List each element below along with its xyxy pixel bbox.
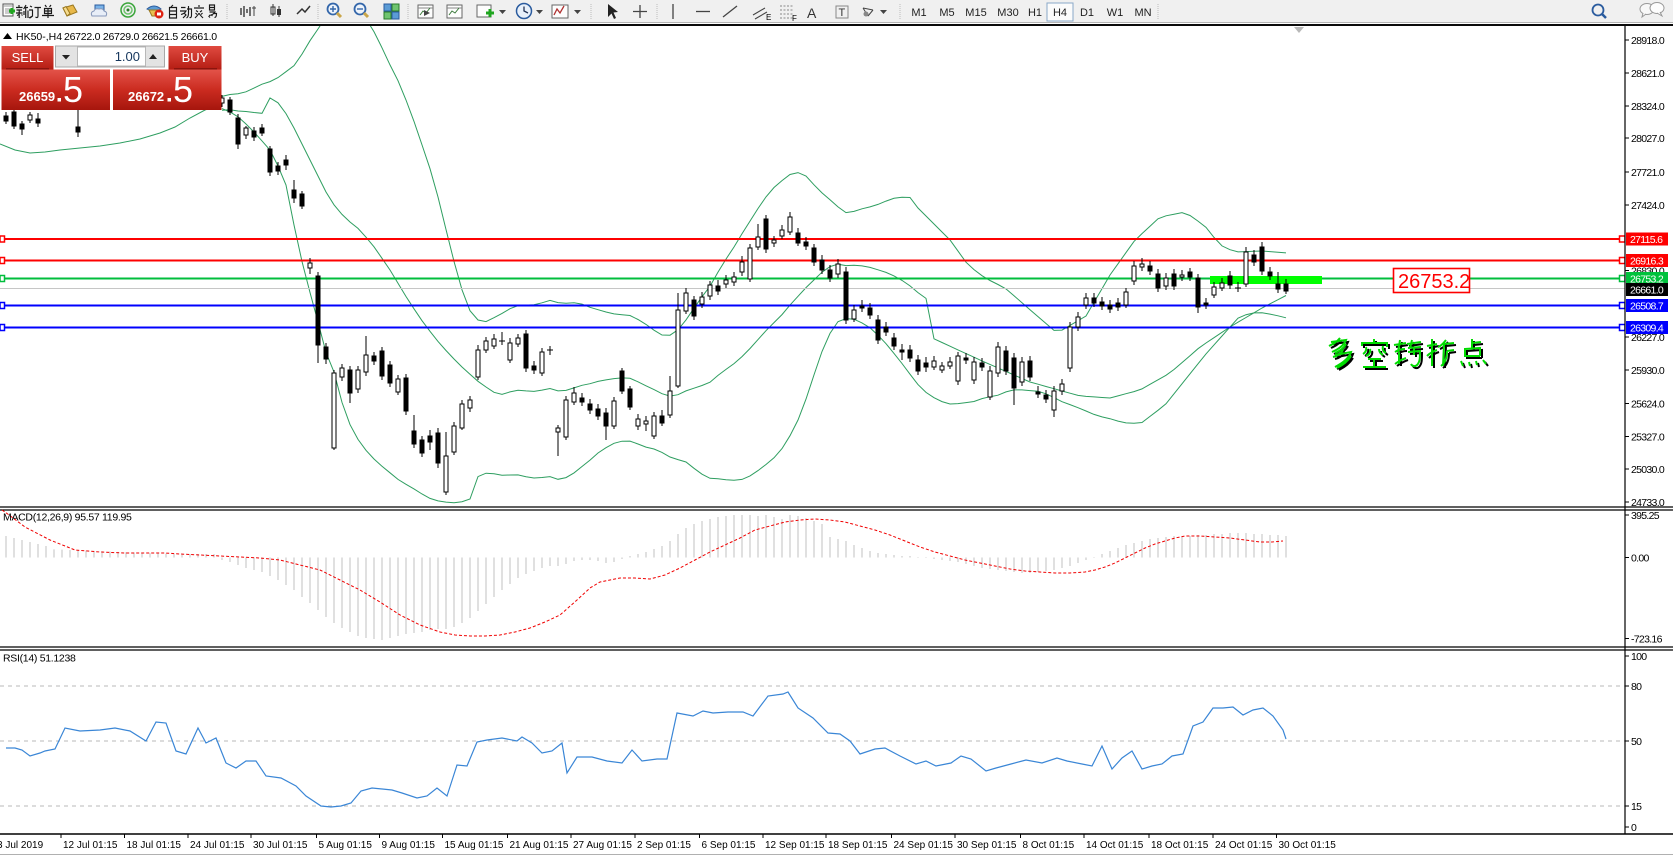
svg-text:HK50-,H4: HK50-,H4 [16,31,62,43]
svg-text:28621.0: 28621.0 [1631,68,1665,80]
svg-text:3 Jul 2019: 3 Jul 2019 [0,840,44,851]
svg-text:18 Jul 01:15: 18 Jul 01:15 [127,840,182,851]
svg-text:-723.16: -723.16 [1631,633,1663,645]
svg-text:E: E [766,13,771,22]
svg-text:SELL: SELL [12,50,44,65]
svg-text:30 Jul 01:15: 30 Jul 01:15 [253,840,308,851]
svg-text:25327.0: 25327.0 [1631,431,1665,443]
svg-text:H1: H1 [1028,7,1042,19]
svg-text:26659: 26659 [19,89,55,104]
svg-text:5: 5 [173,69,193,110]
svg-text:24 Sep 01:15: 24 Sep 01:15 [894,840,954,851]
svg-text:H4: H4 [1053,7,1067,19]
svg-text:0: 0 [1631,822,1637,834]
svg-text:15 Aug 01:15: 15 Aug 01:15 [445,840,504,851]
svg-text:27721.0: 27721.0 [1631,167,1665,179]
svg-text:28918.0: 28918.0 [1631,35,1665,47]
svg-text:15: 15 [1631,801,1642,813]
svg-text:50: 50 [1631,736,1642,748]
svg-text:A: A [807,5,817,21]
svg-text:24 Jul 01:15: 24 Jul 01:15 [190,840,245,851]
svg-text:26227.0: 26227.0 [1631,332,1665,344]
svg-text:27 Aug 01:15: 27 Aug 01:15 [573,840,632,851]
svg-text:28027.0: 28027.0 [1631,133,1665,145]
svg-text:28324.0: 28324.0 [1631,101,1665,113]
svg-text:25930.0: 25930.0 [1631,365,1665,377]
svg-text:D1: D1 [1080,7,1094,19]
svg-text:6 Sep 01:15: 6 Sep 01:15 [702,840,756,851]
svg-text:5: 5 [63,69,83,110]
svg-text:27424.0: 27424.0 [1631,200,1665,212]
svg-text:26916.3: 26916.3 [1630,256,1664,268]
svg-text:M30: M30 [997,7,1018,19]
svg-text:26508.7: 26508.7 [1630,301,1664,313]
svg-text:12 Sep 01:15: 12 Sep 01:15 [765,840,825,851]
svg-text:0.00: 0.00 [1631,552,1649,564]
svg-text:12 Jul 01:15: 12 Jul 01:15 [63,840,118,851]
svg-text:26722.0 26729.0 26621.5 26661.: 26722.0 26729.0 26621.5 26661.0 [64,31,217,43]
svg-text:26753.2: 26753.2 [1398,271,1470,293]
svg-text:24733.0: 24733.0 [1631,497,1665,509]
svg-text:26672: 26672 [128,89,164,104]
svg-text:30 Sep 01:15: 30 Sep 01:15 [957,840,1017,851]
svg-text:30 Oct 01:15: 30 Oct 01:15 [1279,840,1337,851]
svg-text:21 Aug 01:15: 21 Aug 01:15 [510,840,569,851]
svg-text:5 Aug 01:15: 5 Aug 01:15 [319,840,373,851]
svg-text:24 Oct 01:15: 24 Oct 01:15 [1215,840,1273,851]
svg-text:M5: M5 [939,7,954,19]
svg-text:27115.6: 27115.6 [1630,234,1663,246]
svg-text:25624.0: 25624.0 [1631,398,1665,410]
svg-text:BUY: BUY [182,50,209,65]
svg-text:MACD(12,26,9) 95.57 119.95: MACD(12,26,9) 95.57 119.95 [3,512,132,524]
svg-text:18 Sep 01:15: 18 Sep 01:15 [828,840,888,851]
svg-text:T: T [839,7,846,19]
svg-text:MN: MN [1134,7,1151,19]
svg-text:8 Oct 01:15: 8 Oct 01:15 [1023,840,1075,851]
svg-text:1.00: 1.00 [115,49,140,64]
svg-text:26661.0: 26661.0 [1630,285,1664,297]
svg-text:F: F [792,14,797,23]
svg-text:26753.2: 26753.2 [1630,274,1664,286]
svg-text:14 Oct 01:15: 14 Oct 01:15 [1086,840,1144,851]
svg-text:18 Oct 01:15: 18 Oct 01:15 [1151,840,1209,851]
svg-text:9 Aug 01:15: 9 Aug 01:15 [382,840,436,851]
svg-text:M15: M15 [965,7,986,19]
svg-text:395.25: 395.25 [1631,510,1660,522]
svg-text:RSI(14) 51.1238: RSI(14) 51.1238 [3,653,76,665]
svg-text:26309.4: 26309.4 [1630,323,1664,335]
svg-text:W1: W1 [1107,7,1124,19]
svg-text:2 Sep 01:15: 2 Sep 01:15 [637,840,691,851]
svg-text:25030.0: 25030.0 [1631,464,1665,476]
svg-text:80: 80 [1631,681,1642,693]
svg-text:100: 100 [1631,651,1647,663]
svg-text:M1: M1 [911,7,926,19]
